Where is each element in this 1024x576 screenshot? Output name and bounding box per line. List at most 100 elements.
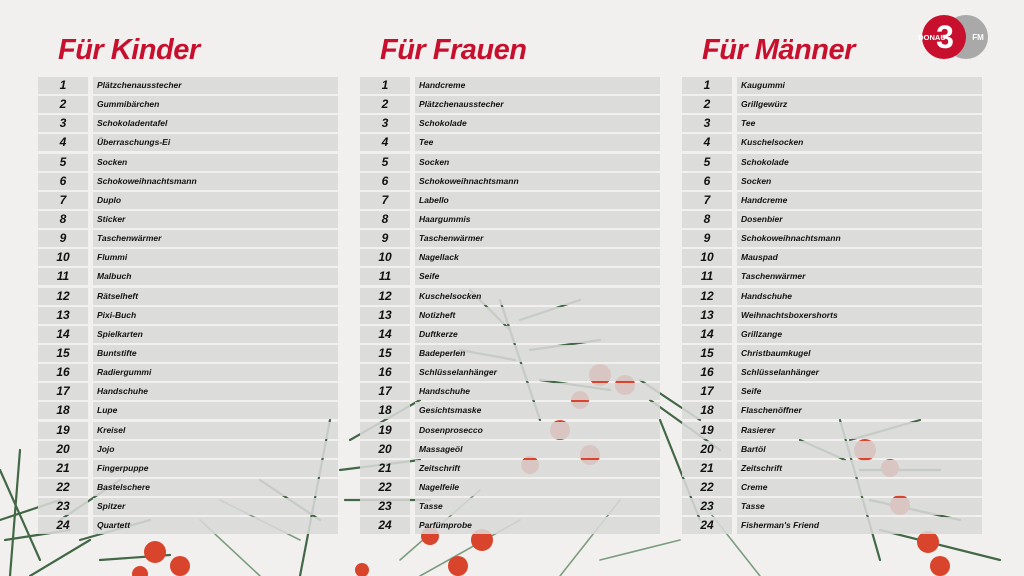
list-row: 12 Handschuhe <box>682 287 982 305</box>
gift-label: Radiergummi <box>93 364 338 382</box>
list-row: 15 Christbaumkugel <box>682 344 982 362</box>
gift-label: Schokoweihnachtsmann <box>737 230 982 248</box>
gift-label: Mauspad <box>737 249 982 267</box>
gift-label: Socken <box>737 172 982 190</box>
rank-number: 11 <box>682 268 732 286</box>
list-row: 9 Schokoweihnachtsmann <box>682 230 982 248</box>
list-row: 17 Handschuhe <box>38 383 338 401</box>
rank-number: 18 <box>38 402 88 420</box>
gift-label: Dosenbier <box>737 210 982 228</box>
list-row: 10 Flummi <box>38 249 338 267</box>
rank-number: 15 <box>682 344 732 362</box>
gift-label: Sticker <box>93 210 338 228</box>
list-row: 1 Kaugummi <box>682 77 982 94</box>
rank-number: 8 <box>360 210 410 228</box>
list-row: 2 Gummibärchen <box>38 96 338 114</box>
donau3fm-logo: 3 DONAU FM <box>918 15 988 59</box>
rank-number: 3 <box>38 115 88 133</box>
rank-number: 20 <box>682 440 732 458</box>
rank-number: 8 <box>38 210 88 228</box>
list-row: 1 Plätzchenausstecher <box>38 77 338 94</box>
gift-label: Duplo <box>93 191 338 209</box>
list-row: 18 Flaschenöffner <box>682 402 982 420</box>
rank-number: 12 <box>360 287 410 305</box>
gift-label: Seife <box>737 383 982 401</box>
rank-number: 11 <box>360 268 410 286</box>
rank-number: 11 <box>38 268 88 286</box>
list-row: 21 Fingerpuppe <box>38 459 338 477</box>
list-row: 8 Dosenbier <box>682 210 982 228</box>
column-title: Für Frauen <box>380 34 527 66</box>
list-row: 23 Tasse <box>682 498 982 516</box>
gift-label: Schokolade <box>737 153 982 171</box>
list-row: 6 Socken <box>682 172 982 190</box>
list-row: 11 Seife <box>360 268 660 286</box>
list-row: 8 Sticker <box>38 210 338 228</box>
gift-label: Socken <box>415 153 660 171</box>
rank-number: 14 <box>682 325 732 343</box>
gift-label: Schokoweihnachtsmann <box>93 172 338 190</box>
gift-label: Plätzchenausstecher <box>415 96 660 114</box>
list-row: 5 Socken <box>360 153 660 171</box>
gift-label: Haargummis <box>415 210 660 228</box>
list-row: 3 Tee <box>682 115 982 133</box>
rank-number: 21 <box>38 459 88 477</box>
gift-label: Tee <box>415 134 660 152</box>
gift-label: Weihnachtsboxershorts <box>737 306 982 324</box>
gift-label: Gesichtsmaske <box>415 402 660 420</box>
rank-number: 6 <box>360 172 410 190</box>
gift-label: Schlüsselanhänger <box>737 364 982 382</box>
list-row: 6 Schokoweihnachtsmann <box>38 172 338 190</box>
list-row: 11 Malbuch <box>38 268 338 286</box>
list-row: 13 Pixi-Buch <box>38 306 338 324</box>
rank-number: 7 <box>360 191 410 209</box>
gift-label: Pixi-Buch <box>93 306 338 324</box>
list-row: 11 Taschenwärmer <box>682 268 982 286</box>
gift-label: Flaschenöffner <box>737 402 982 420</box>
list-row: 10 Nagellack <box>360 249 660 267</box>
rank-number: 22 <box>38 478 88 496</box>
gift-label: Tasse <box>415 498 660 516</box>
gift-label: Plätzchenausstecher <box>93 77 338 94</box>
list-row: 12 Rätselheft <box>38 287 338 305</box>
list-row: 4 Kuschelsocken <box>682 134 982 152</box>
list-row: 3 Schokoladentafel <box>38 115 338 133</box>
gift-label: Schokoweihnachtsmann <box>415 172 660 190</box>
list-row: 14 Spielkarten <box>38 325 338 343</box>
rank-number: 15 <box>360 344 410 362</box>
rank-number: 23 <box>360 498 410 516</box>
rank-number: 1 <box>360 77 410 94</box>
logo-suffix: FM <box>972 33 984 42</box>
rank-number: 21 <box>682 459 732 477</box>
list-row: 4 Tee <box>360 134 660 152</box>
list-row: 22 Creme <box>682 478 982 496</box>
list-row: 24 Parfümprobe <box>360 517 660 535</box>
gift-list: 1 Plätzchenausstecher 2 Gummibärchen 3 Schoko… <box>38 77 338 536</box>
list-row: 15 Badeperlen <box>360 344 660 362</box>
logo-brand: DONAU <box>918 33 946 42</box>
rank-number: 16 <box>682 364 732 382</box>
column-frauen: Für Frauen 1 Handcreme 2 Plätzchenaussteche… <box>360 30 660 536</box>
gift-label: Handschuhe <box>737 287 982 305</box>
rank-number: 18 <box>360 402 410 420</box>
gift-label: Schokoladentafel <box>93 115 338 133</box>
rank-number: 22 <box>360 478 410 496</box>
gift-label: Nagellack <box>415 249 660 267</box>
list-row: 19 Kreisel <box>38 421 338 439</box>
list-row: 20 Bartöl <box>682 440 982 458</box>
list-row: 24 Fisherman's Friend <box>682 517 982 535</box>
gift-label: Fisherman's Friend <box>737 517 982 535</box>
rank-number: 6 <box>38 172 88 190</box>
gift-label: Kaugummi <box>737 77 982 94</box>
gift-label: Fingerpuppe <box>93 459 338 477</box>
rank-number: 5 <box>682 153 732 171</box>
rank-number: 24 <box>38 517 88 535</box>
rank-number: 13 <box>682 306 732 324</box>
list-row: 22 Nagelfeile <box>360 478 660 496</box>
list-row: 5 Schokolade <box>682 153 982 171</box>
rank-number: 13 <box>38 306 88 324</box>
rank-number: 9 <box>38 230 88 248</box>
gift-label: Kuschelsocken <box>415 287 660 305</box>
gift-label: Rasierer <box>737 421 982 439</box>
rank-number: 22 <box>682 478 732 496</box>
